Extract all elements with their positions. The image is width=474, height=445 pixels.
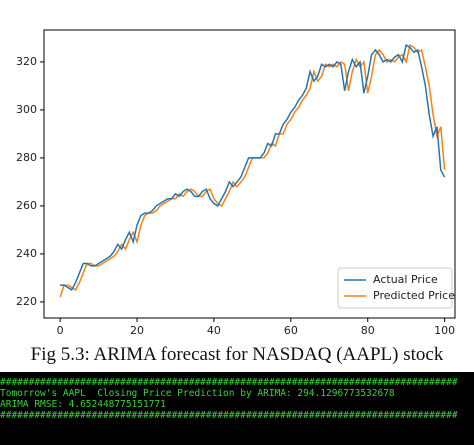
- terminal-line: ARIMA RMSE: 4.652448775151771: [0, 399, 166, 410]
- figure-caption: Fig 5.3: ARIMA forecast for NASDAQ (AAPL…: [30, 344, 444, 365]
- legend-box: [337, 267, 453, 309]
- y-tick-label: 300: [16, 103, 37, 116]
- terminal-line: Tomorrow's AAPL Closing Price Prediction…: [0, 388, 395, 399]
- x-tick-label: 0: [57, 324, 64, 337]
- chart: 220 240 260 280 300 320 0 20 40 60 80 100 Actual Pri…: [16, 29, 456, 337]
- x-tick-label: 60: [284, 324, 298, 337]
- y-tick-label: 240: [16, 247, 37, 260]
- terminal-output: ########################################…: [0, 372, 474, 445]
- x-tick-label: 100: [434, 324, 455, 337]
- y-tick-label: 280: [16, 151, 37, 164]
- y-tick-label: 220: [16, 295, 37, 308]
- x-tick-label: 40: [207, 324, 221, 337]
- y-tick-label: 320: [16, 55, 37, 68]
- series-line: [60, 43, 446, 291]
- x-tick-label: 80: [361, 324, 375, 337]
- terminal-line: ########################################…: [0, 377, 458, 388]
- y-tick-label: 260: [16, 199, 37, 212]
- x-tick-label: 20: [130, 324, 144, 337]
- legend-label: Predicted Price: [373, 289, 455, 302]
- terminal-line: ########################################…: [0, 410, 458, 421]
- legend-label: Actual Price: [373, 273, 438, 286]
